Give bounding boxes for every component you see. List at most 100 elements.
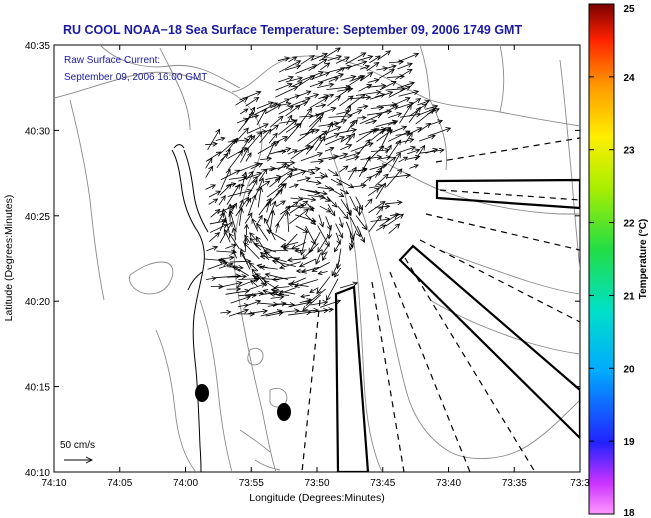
current-vector <box>295 101 309 108</box>
current-vector <box>345 52 367 65</box>
y-tick-label: 40:20 <box>25 297 50 308</box>
current-vector <box>325 136 346 146</box>
current-vector <box>389 152 401 173</box>
current-vector <box>245 170 254 181</box>
y-tick-label: 40:10 <box>25 468 50 479</box>
current-vector <box>349 109 363 116</box>
x-tick-label: 73:40 <box>436 478 461 489</box>
current-vector <box>380 156 397 170</box>
current-vector <box>375 166 383 178</box>
current-vector <box>316 82 335 89</box>
current-vector <box>388 112 403 118</box>
current-vector <box>319 73 345 83</box>
current-vector <box>229 258 252 265</box>
current-vector <box>227 137 239 151</box>
current-vector <box>305 135 322 155</box>
current-vector <box>278 105 295 115</box>
current-vector <box>286 114 293 126</box>
current-vector <box>327 95 341 107</box>
colorbar-tick-label: 24 <box>623 73 635 84</box>
current-vector <box>404 131 413 144</box>
current-vector <box>260 166 276 172</box>
current-vector <box>277 56 291 62</box>
current-vector <box>219 183 233 196</box>
current-vector <box>324 146 335 152</box>
current-vector <box>243 242 260 260</box>
current-vector <box>318 194 331 202</box>
current-vector <box>285 76 304 83</box>
current-vector <box>271 259 297 267</box>
current-vector <box>287 257 306 263</box>
current-vector <box>290 196 304 202</box>
current-vector <box>239 171 248 197</box>
current-vector <box>273 285 290 291</box>
current-vector <box>207 128 221 151</box>
current-vector <box>317 225 330 248</box>
current-vector <box>251 268 267 287</box>
current-vector <box>370 128 386 141</box>
current-vector <box>284 122 302 142</box>
current-vector <box>301 266 320 274</box>
current-vector <box>276 205 291 226</box>
current-vector <box>242 237 249 252</box>
colorbar-tick-label: 18 <box>623 508 635 518</box>
current-vector <box>220 168 231 190</box>
current-vector <box>335 248 342 270</box>
current-vector <box>386 172 412 179</box>
current-vector <box>317 270 328 276</box>
current-vector <box>399 103 412 124</box>
current-vector <box>226 183 241 205</box>
current-vector <box>266 229 287 242</box>
colorbar-tick-label: 22 <box>623 219 635 230</box>
current-vector <box>398 156 409 163</box>
current-vector <box>239 90 262 101</box>
current-vector <box>328 113 353 119</box>
current-vector <box>290 145 311 160</box>
current-vector <box>408 106 421 123</box>
current-vector <box>333 243 340 253</box>
x-tick-label: 73:35 <box>502 478 527 489</box>
x-tick-label: 74:00 <box>173 478 198 489</box>
current-vector <box>256 101 274 109</box>
current-vector <box>208 198 219 205</box>
y-tick-label: 40:35 <box>25 41 50 52</box>
current-vector <box>326 278 339 302</box>
current-vector <box>248 262 259 272</box>
current-vector <box>310 52 328 61</box>
current-vector <box>315 174 326 180</box>
colorbar <box>588 3 615 515</box>
current-vector <box>386 168 403 188</box>
current-vector <box>395 145 416 154</box>
current-vector <box>309 97 329 109</box>
current-vector <box>357 205 363 217</box>
current-vector <box>376 205 384 216</box>
current-vector <box>298 258 316 268</box>
current-vector <box>277 136 289 143</box>
current-vector <box>337 205 349 220</box>
current-vector <box>250 279 259 287</box>
current-vector <box>309 81 324 88</box>
current-vector <box>345 75 364 88</box>
current-vector <box>246 293 257 298</box>
current-vector <box>346 120 355 133</box>
current-vector <box>327 169 339 177</box>
current-vector <box>275 222 280 233</box>
current-vector <box>296 176 311 182</box>
current-vector <box>220 169 241 181</box>
current-vector <box>294 247 307 254</box>
current-vector <box>318 214 325 228</box>
current-vector <box>409 164 419 169</box>
current-vector <box>246 131 263 150</box>
current-vector <box>236 277 260 288</box>
current-vector <box>379 213 399 227</box>
current-vector <box>310 71 331 80</box>
current-vector <box>295 268 307 274</box>
current-vector <box>300 152 324 162</box>
y-axis-label: Latitude (Degrees:Minutes) <box>3 195 15 322</box>
current-vector <box>237 311 256 317</box>
current-vector <box>340 105 351 123</box>
current-vector <box>406 148 421 155</box>
current-vector <box>386 74 405 80</box>
current-vector <box>318 126 342 137</box>
current-vector <box>367 187 380 197</box>
